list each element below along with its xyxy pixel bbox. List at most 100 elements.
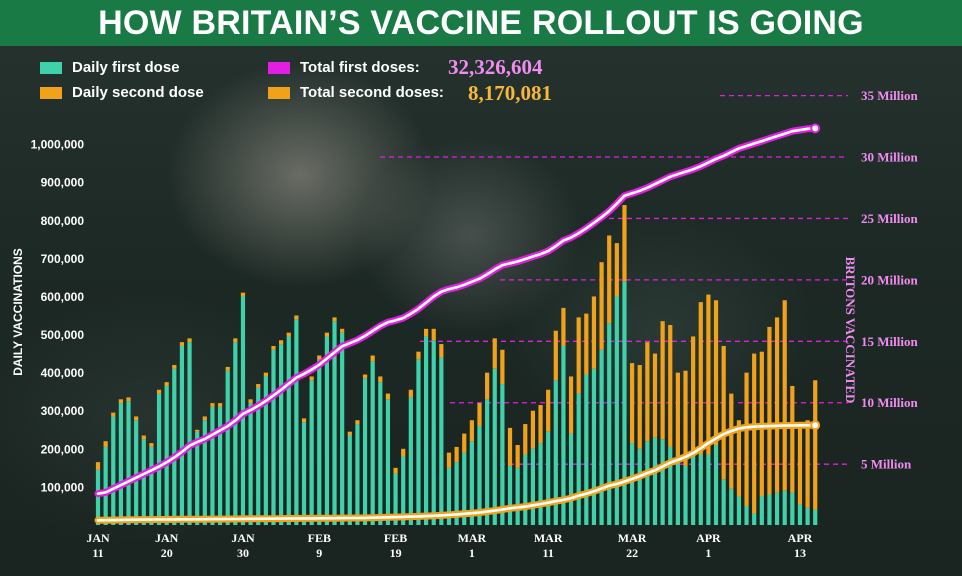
bar-second-dose (240, 292, 246, 297)
x-tick-month: MAR (534, 531, 563, 545)
bar-first-dose (134, 420, 139, 525)
reference-label: 25 Million (861, 211, 918, 226)
bar-first-dose (797, 504, 803, 525)
bar-first-dose (553, 380, 558, 525)
bar-second-dose (446, 452, 452, 468)
bar-second-dose (797, 425, 803, 505)
y-tick-label: 300,000 (41, 404, 85, 418)
bar-first-dose (225, 370, 230, 525)
bar-first-dose (744, 505, 749, 525)
x-tick-day: 1 (705, 546, 711, 560)
bar-first-dose (546, 431, 551, 525)
bar-second-dose (500, 349, 505, 385)
line-total-first-doses (96, 127, 817, 496)
bar-first-dose (507, 465, 513, 525)
reference-label: 10 Million (861, 395, 918, 410)
legend-total-first-value: 32,326,604 (448, 55, 543, 79)
bar-first-dose (271, 349, 276, 525)
bar-first-dose (752, 513, 757, 525)
bar-second-dose (584, 313, 589, 375)
bar-first-dose (729, 488, 734, 525)
x-tick-month: FEB (384, 531, 407, 545)
bar-first-dose (126, 401, 131, 525)
bar-second-dose (752, 353, 757, 514)
line-total-first-doses-endpoint (810, 123, 821, 134)
bar-second-dose (729, 393, 734, 489)
bar-first-dose (523, 454, 528, 525)
bar-second-dose (408, 389, 413, 398)
bar-second-dose (713, 300, 719, 446)
bar-second-dose (256, 384, 261, 388)
reference-label: 30 Million (861, 150, 918, 165)
y-tick-label: 700,000 (41, 252, 85, 266)
bar-first-dose (462, 452, 467, 525)
bar-second-dose (462, 433, 467, 453)
bar-second-dose (340, 328, 345, 333)
x-tick-month: MAR (458, 531, 487, 545)
bar-second-dose (538, 405, 543, 444)
x-tick-month: APR (788, 531, 813, 545)
bar-first-dose (340, 332, 345, 525)
bar-first-dose (660, 439, 665, 525)
x-tick-day: 13 (794, 546, 806, 560)
bar-first-dose (706, 454, 711, 525)
bar-first-dose (485, 399, 490, 525)
bar-second-dose (149, 443, 154, 447)
bar-second-dose (622, 205, 627, 282)
bar-second-dose (95, 462, 101, 470)
bar-first-dose (141, 439, 146, 525)
bar-second-dose (134, 416, 139, 421)
bar-second-dose (691, 336, 696, 451)
legend-daily-first: Daily first dose (72, 59, 180, 76)
y-axis-label: DAILY VACCINATIONS (11, 248, 25, 376)
bar-first-dose (446, 467, 452, 525)
bar-second-dose (675, 372, 680, 457)
y-tick-label: 900,000 (41, 176, 85, 190)
page-title: HOW BRITAIN’S VACCINE ROLLOUT IS GOING (98, 4, 864, 42)
bar-first-dose (813, 509, 818, 525)
bar-first-dose (416, 359, 421, 525)
reference-label: 35 Million (861, 88, 918, 103)
legend-swatch-second-dose (40, 87, 62, 99)
bar-first-dose (256, 387, 261, 525)
bar-second-dose (515, 445, 520, 468)
bar-first-dose (324, 336, 329, 525)
bars (95, 205, 818, 525)
bar-second-dose (271, 345, 276, 350)
bar-second-dose (362, 374, 368, 379)
bar-first-dose (210, 406, 215, 525)
bar-second-dose (126, 397, 131, 402)
bar-second-dose (683, 370, 688, 466)
x-tick-day: 20 (161, 546, 173, 560)
y-tick-label: 500,000 (41, 328, 85, 342)
bar-first-dose (378, 382, 383, 525)
bar-first-dose (454, 462, 459, 525)
bar-second-dose (431, 328, 436, 341)
bar-second-dose (263, 372, 268, 377)
bar-first-dose (279, 344, 284, 525)
bar-first-dose (301, 422, 307, 525)
bar-first-dose (332, 321, 337, 525)
bar-second-dose (248, 399, 253, 404)
bar-first-dose (607, 323, 612, 525)
bar-first-dose (652, 437, 658, 525)
bar-second-dose (401, 448, 406, 457)
bar-second-dose (179, 342, 185, 346)
bar-first-dose (591, 368, 597, 525)
x-tick-month: FEB (308, 531, 331, 545)
y2-axis-label: BRITONS VACCINATED (843, 257, 858, 404)
bar-second-dose (202, 416, 207, 421)
x-tick-day: 11 (543, 546, 554, 560)
bar-first-dose (187, 342, 192, 525)
bar-first-dose (309, 380, 314, 525)
x-tick-day: 30 (237, 546, 249, 560)
bar-second-dose (652, 353, 658, 438)
bar-second-dose (767, 326, 772, 495)
x-axis: JAN11JAN20JAN30FEB9FEB19MAR1MAR11MAR22AP… (86, 531, 812, 560)
reference-label: 5 Million (861, 457, 912, 472)
bar-first-dose (355, 424, 360, 525)
bar-second-dose (576, 317, 581, 394)
x-tick-month: APR (696, 531, 721, 545)
y-tick-label: 100,000 (41, 480, 85, 494)
bar-first-dose (561, 345, 566, 525)
